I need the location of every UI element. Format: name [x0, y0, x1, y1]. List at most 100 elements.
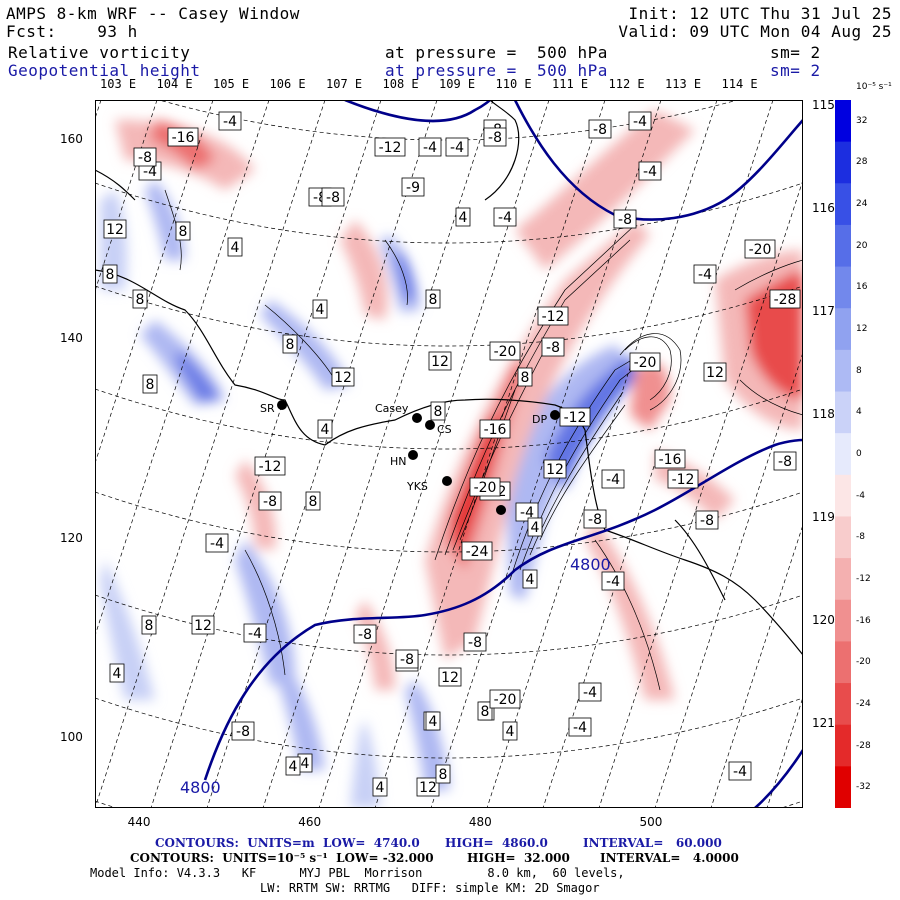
colorbar-tick-label: 8 — [856, 365, 862, 376]
colorbar-swatch — [835, 433, 851, 476]
colorbar-tick-label: 16 — [856, 282, 868, 293]
svg-text:-4: -4 — [450, 140, 464, 156]
contour-label: -4 — [638, 161, 662, 181]
contour-label: 4 — [455, 207, 471, 227]
svg-text:-4: -4 — [643, 164, 657, 180]
svg-text:-4: -4 — [733, 764, 747, 780]
product-title: AMPS 8-km WRF -- Casey Window — [6, 4, 300, 23]
svg-text:-20: -20 — [474, 480, 497, 496]
field2-name: Geopotential height — [8, 61, 201, 80]
contour-label: -20 — [469, 477, 501, 497]
svg-text:-8: -8 — [326, 190, 340, 206]
contour-label: 8 — [141, 615, 157, 635]
contour-label: 4 — [502, 721, 518, 741]
coastline — [95, 100, 803, 656]
y-tick-label: 140 — [60, 331, 83, 346]
contour-label: 8 — [175, 221, 191, 241]
parallel-line — [95, 182, 803, 244]
contour-label: -4 — [418, 137, 442, 157]
contour-label: -4 — [493, 207, 517, 227]
svg-text:-8: -8 — [138, 150, 152, 166]
colorbar-swatch — [835, 100, 851, 143]
svg-text:-20: -20 — [494, 692, 517, 708]
colorbar-swatch — [835, 266, 851, 309]
svg-text:4: 4 — [316, 302, 325, 318]
contour-label: -8 — [773, 451, 797, 471]
x-tick-label: 480 — [468, 815, 492, 829]
top-lon-label: 113 E — [665, 77, 702, 91]
svg-text:12: 12 — [419, 780, 437, 796]
contour-label: 12 — [438, 667, 462, 687]
colorbar-swatch — [835, 766, 851, 808]
contour-label: -8 — [613, 209, 637, 229]
svg-text:8: 8 — [429, 292, 438, 308]
svg-text:12: 12 — [334, 370, 352, 386]
meridian-line — [486, 100, 718, 808]
station-label: Casey — [375, 402, 409, 415]
station-label: YKS — [406, 480, 428, 493]
colorbar-tick-label: -8 — [856, 532, 865, 543]
height-contours — [203, 100, 803, 808]
contour-label: -8 — [321, 187, 345, 207]
contour-label: -12 — [537, 306, 569, 326]
contour-label: -4 — [693, 264, 717, 284]
meridian-line — [262, 100, 494, 808]
contour-label: -4 — [601, 469, 625, 489]
svg-text:-16: -16 — [484, 422, 507, 438]
svg-text:8: 8 — [286, 337, 295, 353]
parallel-line — [95, 285, 803, 347]
colorbar-tick-label: 0 — [856, 449, 862, 459]
svg-text:-8: -8 — [468, 635, 482, 651]
field1-level: at pressure = 500 hPa — [385, 43, 608, 62]
contour-label: 12 — [428, 351, 452, 371]
meridian-line — [430, 100, 662, 808]
svg-text:-4: -4 — [606, 472, 620, 488]
contour-label: 8 — [517, 367, 533, 387]
svg-text:12: 12 — [106, 222, 124, 238]
svg-text:8: 8 — [179, 224, 188, 240]
contour-label: -8 — [231, 721, 255, 741]
svg-text:-4: -4 — [633, 114, 647, 130]
svg-text:8: 8 — [106, 267, 115, 283]
contour-label: -16 — [167, 127, 199, 147]
x-tick-label: 460 — [298, 815, 322, 829]
svg-text:-9: -9 — [406, 180, 420, 196]
parallel-line — [95, 388, 803, 450]
colorbar-swatch — [835, 599, 851, 642]
svg-text:4: 4 — [289, 759, 298, 775]
contour-label: -4 — [578, 682, 602, 702]
contour-label: -20 — [629, 352, 661, 372]
contour-label: -16 — [654, 449, 686, 469]
svg-text:-12: -12 — [259, 459, 282, 475]
meridian-line — [654, 351, 803, 808]
contour-label: -8 — [695, 510, 719, 530]
colorbar-tick-label: 28 — [856, 157, 868, 168]
forecast-hour: Fcst: 93 h — [6, 22, 138, 41]
init-time: Init: 12 UTC Thu 31 Jul 25 — [628, 4, 892, 23]
colorbar-tick-label: 32 — [856, 115, 868, 126]
svg-text:4: 4 — [301, 756, 310, 772]
svg-text:-8: -8 — [400, 652, 414, 668]
top-lon-label: 103 E — [100, 77, 137, 91]
colorbar-tick-label: -20 — [856, 657, 871, 668]
top-lon-label: 108 E — [382, 77, 419, 91]
contour-label: 12 — [103, 219, 127, 239]
svg-text:8: 8 — [434, 404, 443, 420]
top-lon-label: 105 E — [213, 77, 250, 91]
contour-label: 8 — [425, 289, 441, 309]
contour-label: 8 — [282, 334, 298, 354]
station-dot — [408, 450, 418, 460]
svg-text:-8: -8 — [618, 212, 632, 228]
svg-text:8: 8 — [146, 377, 155, 393]
vorticity-map: -16 -4 -4 -8 -12 -4 -4 -8 -8 -4 -4 -8 -8 -9 4 -4 -8 12 8 4 8… — [95, 100, 803, 808]
colorbar-tick-label: -4 — [856, 490, 865, 501]
top-lon-label: 104 E — [156, 77, 193, 91]
field2-level: at pressure = 500 hPa — [385, 61, 608, 80]
svg-text:-12: -12 — [564, 410, 587, 426]
svg-text:4: 4 — [459, 210, 468, 226]
footer-vort-interval: INTERVAL= 4.0000 — [600, 851, 739, 865]
contour-label: -9 — [401, 177, 425, 197]
svg-text:-8: -8 — [593, 122, 607, 138]
svg-text:-20: -20 — [749, 242, 772, 258]
contour-label: 4 — [425, 711, 441, 731]
